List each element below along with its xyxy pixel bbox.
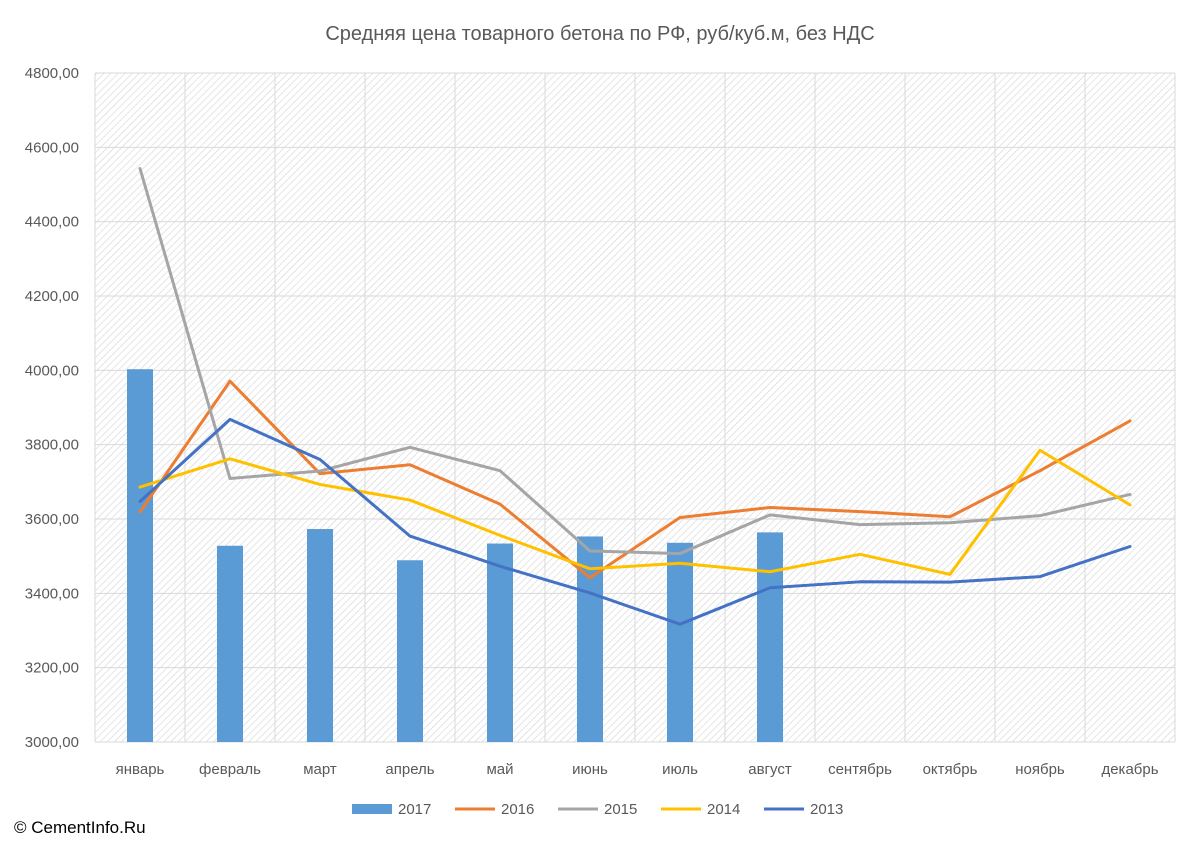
- bar-series: [127, 369, 783, 742]
- series-line-2015: [138, 167, 1132, 556]
- y-tick-label: 4600,00: [25, 139, 79, 156]
- legend-label-2016: 2016: [501, 801, 534, 818]
- x-tick-label: ноябрь: [1015, 761, 1065, 778]
- axes: 3000,00 3200,00 3400,00 3600,00 3800,00 4000,…: [25, 65, 1159, 778]
- y-tick-label: 4200,00: [25, 288, 79, 305]
- series-line-2013: [138, 417, 1132, 626]
- x-tick-label: март: [303, 761, 337, 778]
- line-series: [138, 167, 1132, 626]
- series-line-2014: [138, 448, 1132, 576]
- x-tick-label: сентябрь: [828, 761, 892, 778]
- legend-swatch-2017: [352, 804, 392, 814]
- x-tick-label: июль: [662, 761, 698, 778]
- x-tick-label: январь: [116, 761, 165, 778]
- legend-label-2015: 2015: [604, 801, 637, 818]
- bar-2017: [667, 542, 693, 742]
- legend-label-2017: 2017: [398, 801, 431, 818]
- gridlines: [94, 72, 1176, 743]
- y-tick-label: 3200,00: [25, 660, 79, 677]
- copyright-text: © CementInfo.Ru: [14, 818, 146, 837]
- x-tick-label: апрель: [385, 761, 434, 778]
- bar-2017: [487, 543, 513, 742]
- legend: 2017 2016 2015 2014 2013: [352, 801, 843, 818]
- series-line-2016: [138, 379, 1132, 580]
- bar-2017: [127, 369, 153, 742]
- y-tick-label: 4000,00: [25, 362, 79, 379]
- bar-2017: [217, 545, 243, 742]
- y-tick-label: 3000,00: [25, 734, 79, 751]
- x-tick-label: декабрь: [1101, 761, 1158, 778]
- bar-2017: [307, 529, 333, 742]
- bar-2017: [397, 560, 423, 742]
- y-tick-label: 4800,00: [25, 65, 79, 82]
- x-tick-label: февраль: [199, 761, 261, 778]
- x-tick-label: октябрь: [923, 761, 978, 778]
- chart-title: Средняя цена товарного бетона по РФ, руб…: [325, 23, 874, 45]
- y-tick-label: 4400,00: [25, 214, 79, 231]
- x-tick-label: июнь: [572, 761, 608, 778]
- y-tick-label: 3400,00: [25, 585, 79, 602]
- bar-2017: [757, 532, 783, 742]
- y-tick-label: 3600,00: [25, 511, 79, 528]
- legend-label-2013: 2013: [810, 801, 843, 818]
- legend-label-2014: 2014: [707, 801, 740, 818]
- y-tick-label: 3800,00: [25, 437, 79, 454]
- x-tick-label: май: [486, 761, 513, 778]
- x-tick-label: август: [748, 761, 792, 778]
